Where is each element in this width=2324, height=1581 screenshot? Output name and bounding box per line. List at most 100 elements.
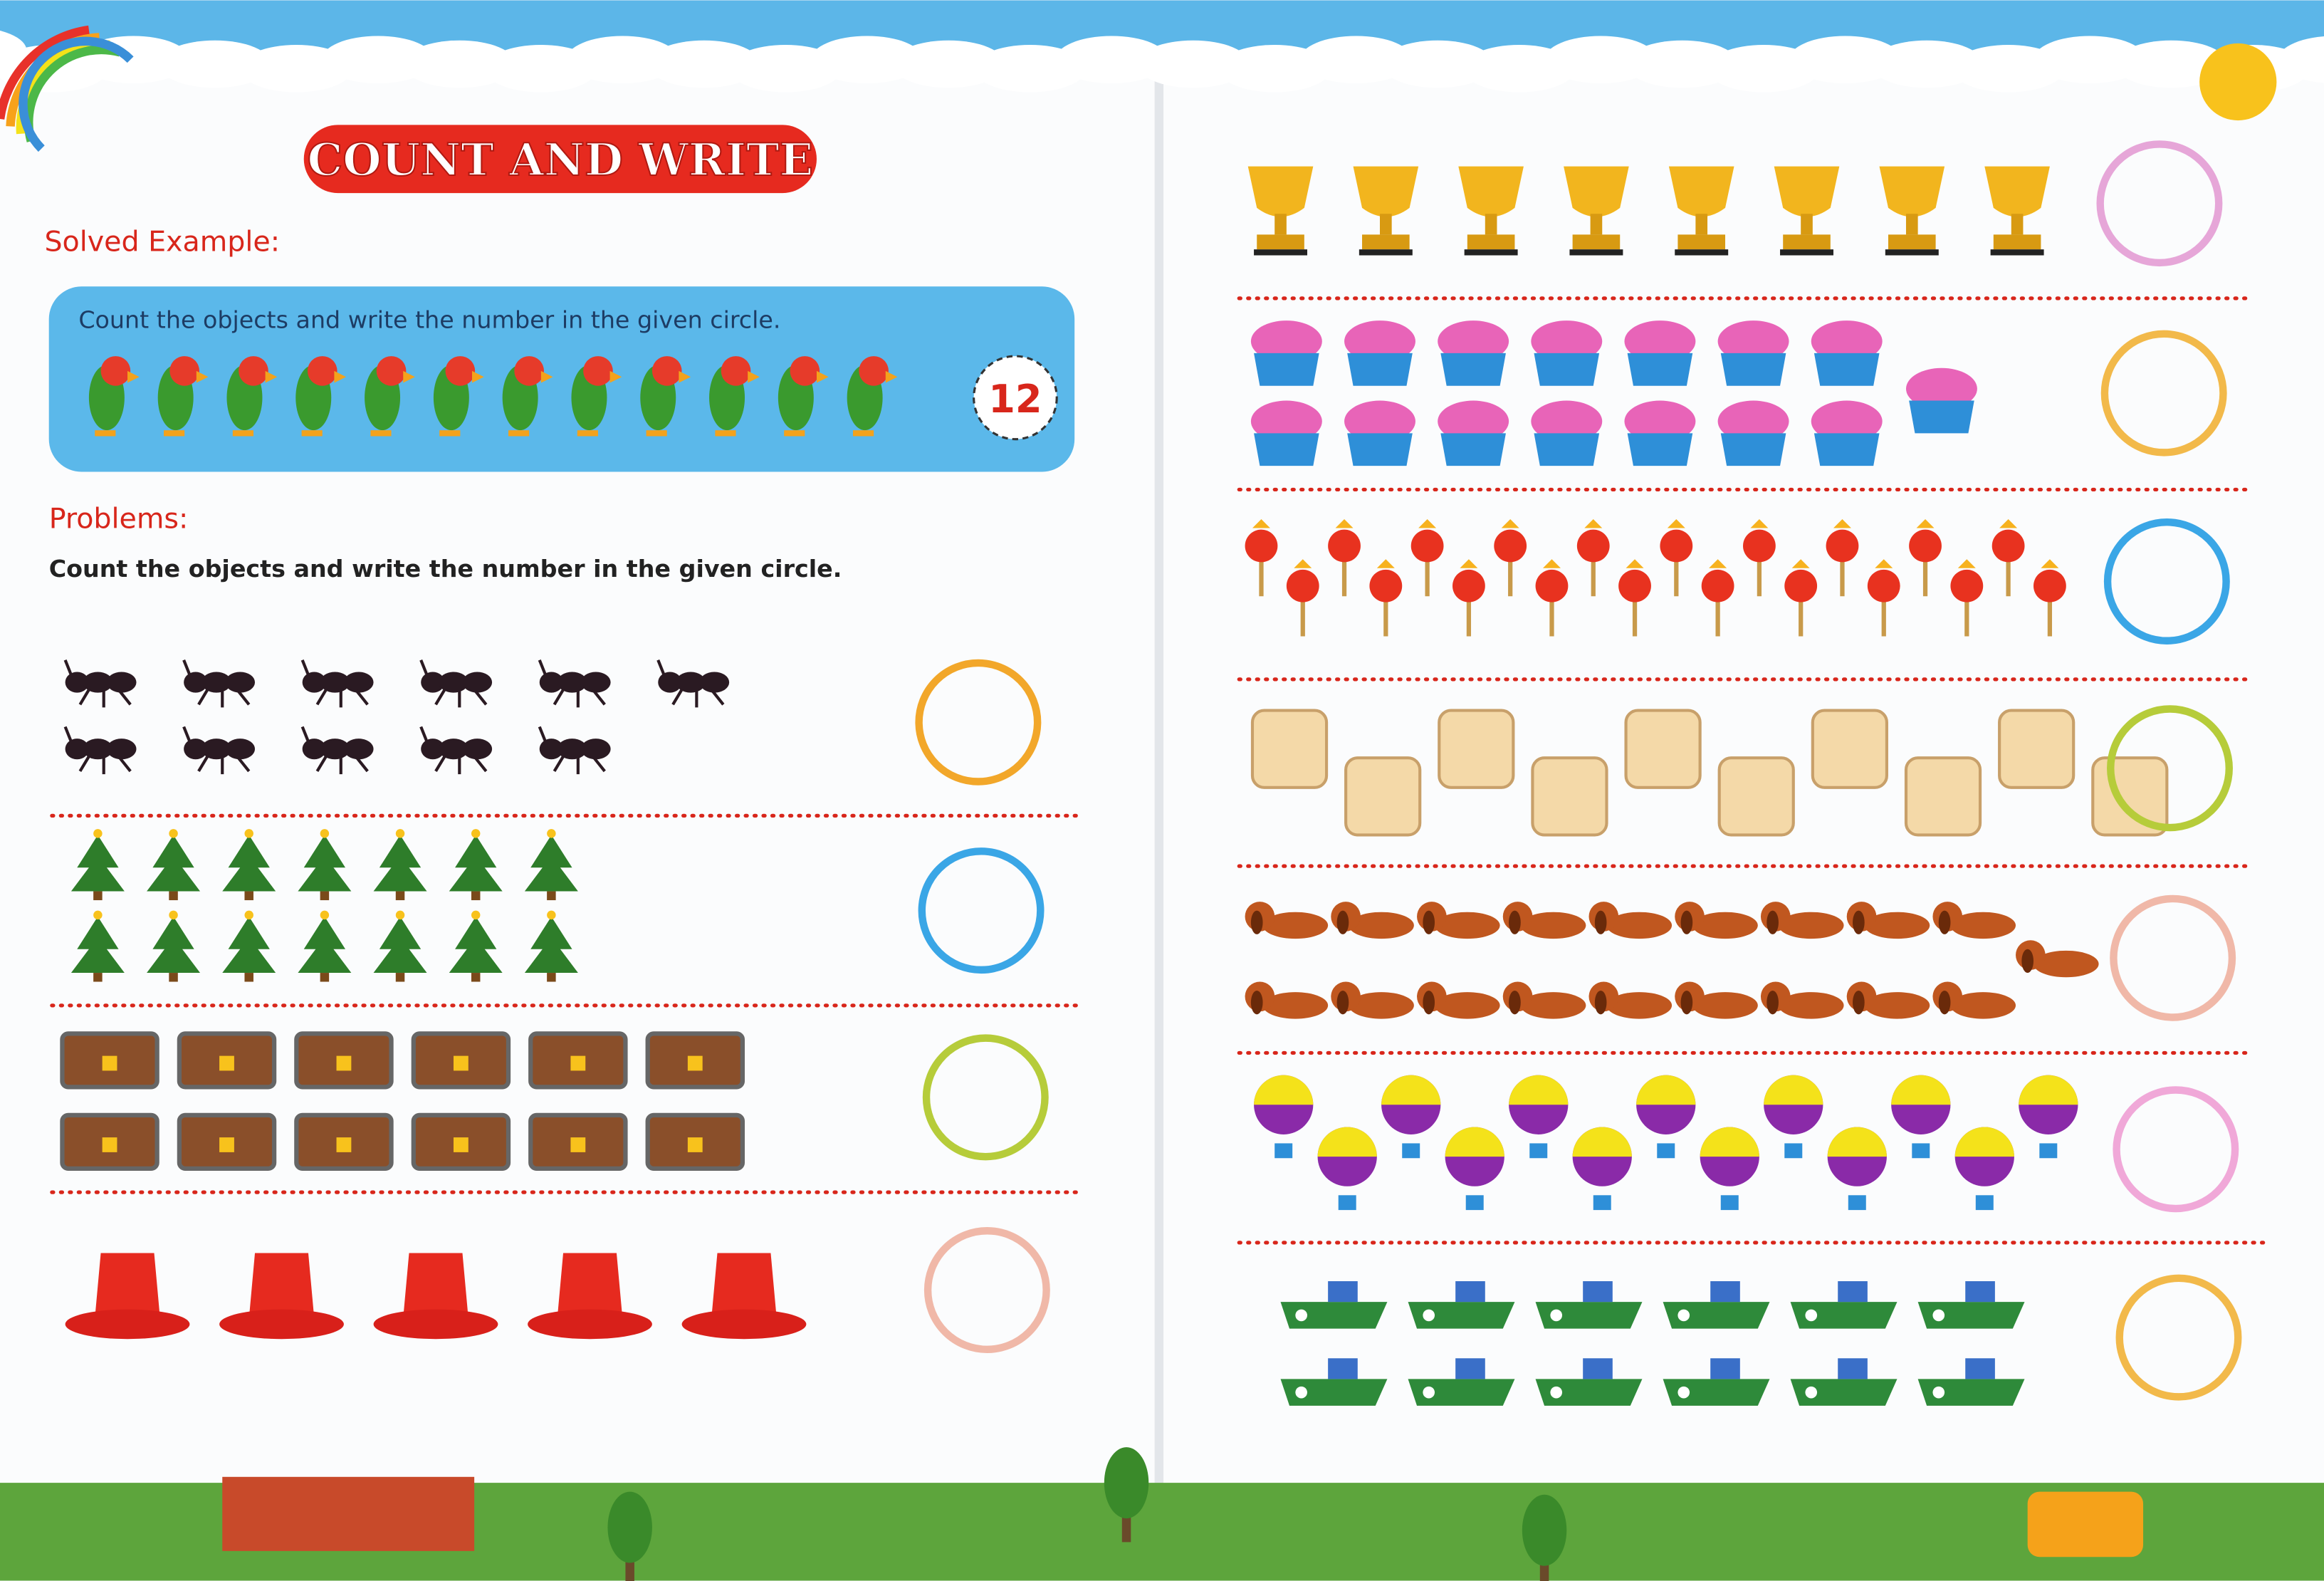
tree — [222, 910, 276, 982]
feet — [646, 430, 667, 437]
seg — [581, 739, 611, 760]
ball — [1950, 569, 1984, 602]
ant — [538, 659, 611, 708]
star — [169, 829, 178, 838]
seg — [184, 672, 208, 693]
base — [1888, 234, 1936, 250]
top — [1700, 1127, 1759, 1157]
wrap — [1501, 519, 1519, 528]
head — [445, 356, 476, 386]
crown — [248, 1253, 315, 1319]
title-box — [303, 125, 817, 194]
candy — [1245, 519, 1278, 597]
hull — [1408, 1379, 1515, 1406]
brim — [681, 1309, 807, 1340]
cupcake — [1250, 320, 1322, 386]
beak — [679, 370, 691, 383]
cupcake — [1624, 400, 1696, 466]
solved-label: Solved Example: — [44, 225, 280, 258]
body — [1950, 992, 2016, 1019]
boat — [1663, 1281, 1770, 1329]
star — [169, 910, 178, 920]
ball — [1576, 529, 1610, 563]
star — [320, 910, 330, 920]
seg — [201, 672, 231, 693]
cabin — [1965, 1358, 1995, 1379]
chest — [294, 1031, 394, 1090]
basket — [1912, 1143, 1930, 1159]
star — [244, 829, 253, 838]
hull — [1663, 1302, 1770, 1329]
tree — [524, 829, 578, 901]
seg — [343, 672, 374, 693]
beak — [196, 370, 209, 383]
ball — [1701, 569, 1734, 602]
hat — [373, 1253, 498, 1340]
stem — [1590, 214, 1603, 235]
icing — [1531, 320, 1603, 362]
legs — [182, 659, 251, 708]
candy — [1286, 559, 1319, 637]
cup — [1254, 433, 1319, 466]
ball — [1328, 529, 1361, 563]
wrap — [2041, 559, 2059, 568]
seg — [65, 672, 89, 693]
beak — [265, 370, 278, 383]
tree — [70, 910, 125, 982]
bread — [1250, 709, 1329, 789]
tree-crown — [1104, 1447, 1149, 1519]
beak — [748, 370, 760, 383]
chest — [645, 1031, 745, 1090]
hull — [1917, 1302, 2025, 1329]
cup — [1564, 166, 1629, 217]
balloon — [1381, 1075, 1441, 1159]
tree-crown — [1522, 1494, 1567, 1566]
base — [1783, 234, 1831, 250]
leaves — [70, 916, 125, 974]
base — [1257, 234, 1304, 250]
icing — [1811, 320, 1883, 362]
tree — [298, 910, 352, 982]
seg — [83, 739, 113, 760]
bread — [1811, 709, 1888, 789]
wrap — [1833, 519, 1851, 528]
top — [1636, 1075, 1696, 1105]
chest — [411, 1031, 511, 1090]
lock — [570, 1055, 586, 1071]
beak — [127, 370, 140, 383]
parrot — [88, 356, 140, 437]
leaves — [298, 916, 352, 974]
answer-circle — [923, 1227, 1050, 1353]
icing — [1438, 320, 1509, 362]
icing — [1624, 320, 1696, 362]
cabin — [1838, 1281, 1868, 1303]
parrot — [226, 356, 278, 437]
cup — [1984, 166, 2050, 217]
base — [1572, 234, 1621, 250]
dog — [1588, 902, 1673, 939]
cupcake — [1344, 320, 1415, 386]
cup — [1720, 433, 1786, 466]
leaves — [70, 835, 125, 892]
window — [1677, 1309, 1690, 1322]
seg — [302, 672, 326, 693]
boat — [1408, 1358, 1515, 1406]
slice — [1344, 756, 1422, 837]
wrap — [1418, 519, 1437, 528]
cup — [1774, 166, 1840, 217]
balloon — [1254, 1075, 1314, 1159]
cup — [1247, 166, 1314, 217]
seg — [302, 739, 326, 760]
trunk — [471, 973, 481, 982]
hull — [1535, 1379, 1643, 1406]
basket — [1975, 1195, 1994, 1211]
plinth — [1675, 249, 1729, 256]
plinth — [1569, 249, 1623, 256]
seg — [557, 672, 587, 693]
leaves — [222, 916, 276, 974]
hull — [1280, 1379, 1388, 1406]
balloon — [1572, 1127, 1632, 1211]
balloon — [1764, 1075, 1823, 1159]
head — [239, 356, 268, 386]
seg — [83, 672, 113, 693]
